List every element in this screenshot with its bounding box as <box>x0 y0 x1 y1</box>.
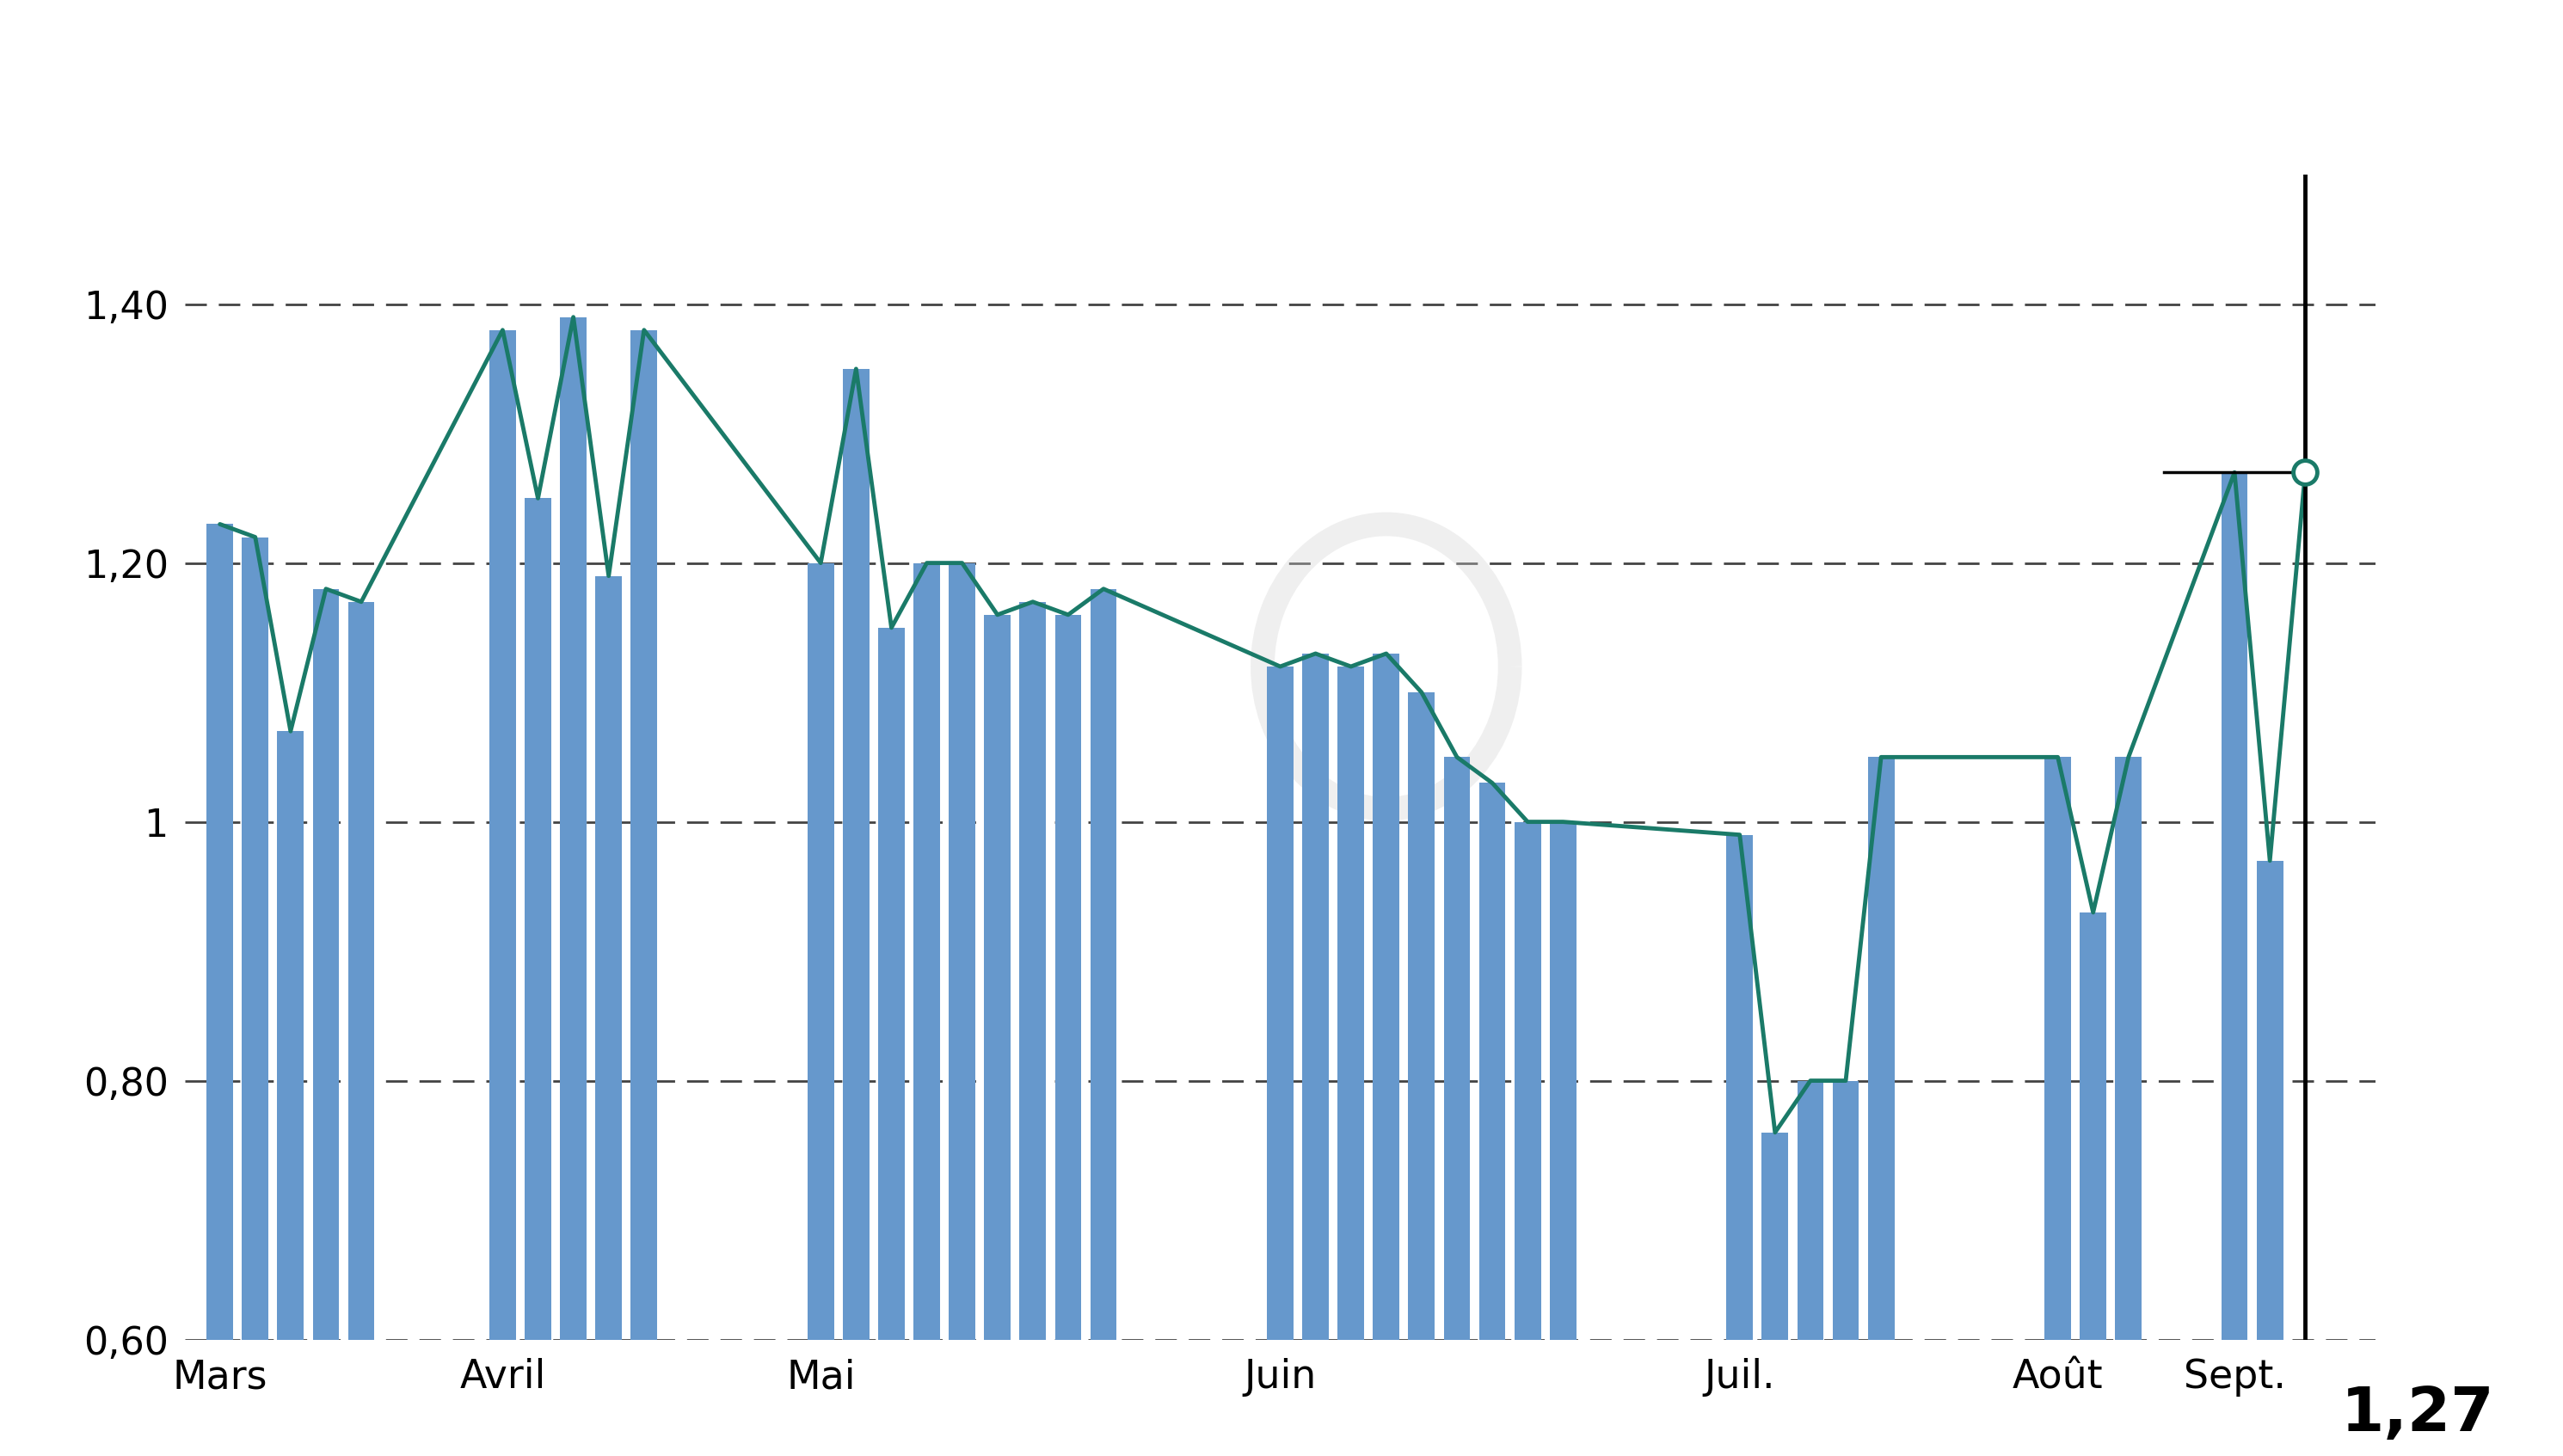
Bar <box>843 368 869 1340</box>
Bar <box>2255 860 2284 1340</box>
Bar <box>1056 614 1082 1340</box>
Bar <box>313 588 338 1340</box>
Bar <box>490 331 515 1340</box>
Bar <box>1020 601 1046 1340</box>
Bar <box>1266 667 1294 1340</box>
Bar <box>1338 667 1364 1340</box>
Bar <box>2222 472 2248 1340</box>
Bar <box>277 731 305 1340</box>
Bar <box>1443 757 1471 1340</box>
Bar <box>1761 1133 1789 1340</box>
Bar <box>525 498 551 1340</box>
Bar <box>2081 913 2107 1340</box>
Bar <box>630 331 656 1340</box>
Bar <box>1302 654 1328 1340</box>
Bar <box>948 563 977 1340</box>
Bar <box>1797 1080 1825 1340</box>
Bar <box>1374 654 1399 1340</box>
Bar <box>1868 757 1894 1340</box>
Text: 1,27: 1,27 <box>2340 1385 2494 1444</box>
Bar <box>1833 1080 1858 1340</box>
Bar <box>2114 757 2143 1340</box>
Bar <box>984 614 1010 1340</box>
Bar <box>912 563 941 1340</box>
Bar <box>208 524 233 1340</box>
Bar <box>349 601 374 1340</box>
Text: SODITECH: SODITECH <box>974 20 1589 125</box>
Bar <box>1551 821 1576 1340</box>
Bar <box>1089 588 1117 1340</box>
Bar <box>807 563 833 1340</box>
Bar <box>1727 834 1753 1340</box>
Bar <box>561 317 587 1340</box>
Bar <box>241 537 269 1340</box>
Bar <box>1479 783 1504 1340</box>
Bar <box>879 628 905 1340</box>
Bar <box>1515 821 1540 1340</box>
Bar <box>2045 757 2071 1340</box>
Bar <box>1407 693 1435 1340</box>
Bar <box>595 577 623 1340</box>
